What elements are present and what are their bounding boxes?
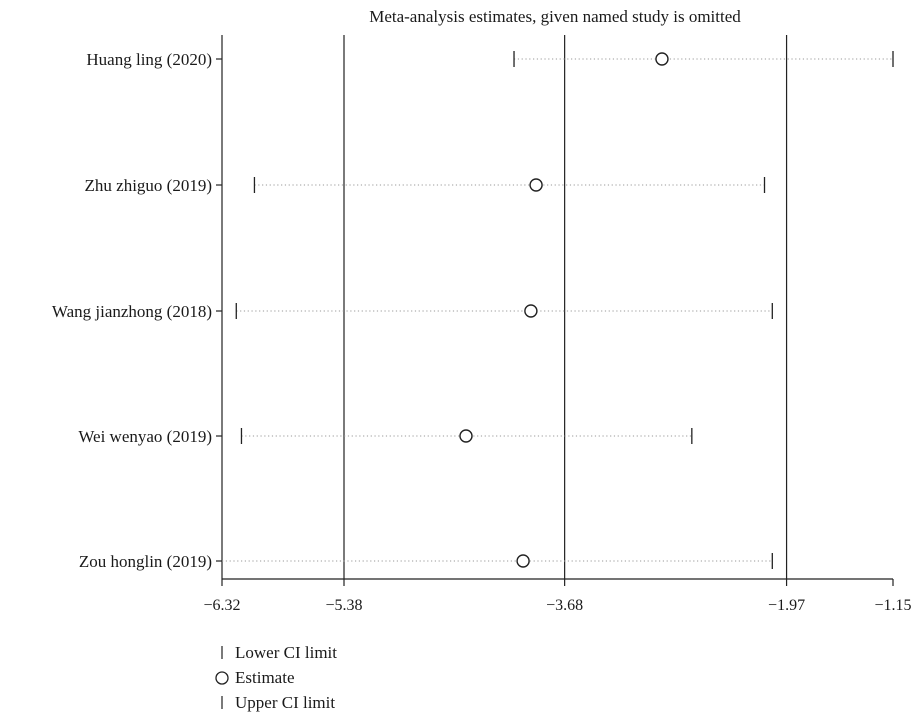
estimate-point-1 <box>529 178 543 192</box>
estimate-point-0 <box>655 52 669 66</box>
legend-label-2: Upper CI limit <box>235 693 335 712</box>
x-tick-label-2: −3.68 <box>546 597 583 614</box>
estimate-point-2 <box>524 304 538 318</box>
legend-label-0: Lower CI limit <box>235 643 337 662</box>
study-label-4: Zou honglin (2019) <box>79 552 212 571</box>
plot-area: −6.32 −5.38 −3.68 −1.97 −1.15 Huang ling (202… <box>52 35 912 614</box>
study-label-1: Zhu zhiguo (2019) <box>85 176 212 195</box>
x-tick-label-1: −5.38 <box>325 597 362 614</box>
study-label-3: Wei wenyao (2019) <box>78 427 212 446</box>
estimate-point-3 <box>459 429 473 443</box>
study-label-2: Wang jianzhong (2018) <box>52 302 212 321</box>
legend-symbol-1 <box>215 671 229 685</box>
estimate-point-4 <box>516 554 530 568</box>
legend-label-1: Estimate <box>235 668 294 687</box>
x-tick-label-0: −6.32 <box>203 597 240 614</box>
legend: Lower CI limit Estimate Upper CI limit <box>215 643 337 712</box>
study-label-0: Huang ling (2020) <box>86 50 212 69</box>
x-tick-label-3: −1.97 <box>768 597 805 614</box>
x-tick-label-4: −1.15 <box>874 597 911 614</box>
chart-title: Meta-analysis estimates, given named stu… <box>369 7 741 26</box>
